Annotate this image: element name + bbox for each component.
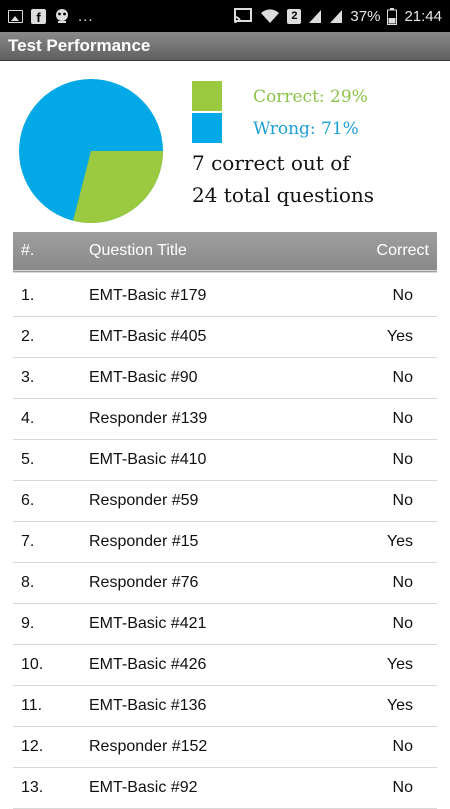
table-row[interactable]: 3. EMT-Basic #90 No bbox=[13, 358, 437, 399]
summary-panel: Correct: 29% Wrong: 71% 7 correct out of… bbox=[0, 62, 450, 230]
row-correct: No bbox=[392, 738, 413, 755]
table-row[interactable]: 1. EMT-Basic #179 No bbox=[13, 276, 437, 317]
row-question-title: EMT-Basic #90 bbox=[89, 369, 198, 386]
row-correct: No bbox=[392, 410, 413, 427]
row-number: 7. bbox=[21, 533, 35, 550]
row-correct: Yes bbox=[386, 533, 413, 550]
row-question-title: Responder #76 bbox=[89, 574, 199, 591]
results-table-header: #. Question Title Correct bbox=[13, 232, 437, 273]
row-correct: Yes bbox=[386, 697, 413, 714]
row-number: 8. bbox=[21, 574, 35, 591]
row-number: 12. bbox=[21, 738, 44, 755]
row-question-title: EMT-Basic #179 bbox=[89, 287, 207, 304]
row-number: 1. bbox=[21, 287, 35, 304]
table-row[interactable]: 10. EMT-Basic #426 Yes bbox=[13, 645, 437, 686]
table-row[interactable]: 9. EMT-Basic #421 No bbox=[13, 604, 437, 645]
app-bar: Test Performance bbox=[0, 32, 450, 61]
row-question-title: Responder #139 bbox=[89, 410, 208, 427]
signal-icon bbox=[330, 10, 343, 23]
table-row[interactable]: 11. EMT-Basic #136 Yes bbox=[13, 686, 437, 727]
row-correct: Yes bbox=[386, 328, 413, 345]
battery-percent: 37% bbox=[350, 7, 381, 25]
row-question-title: Responder #15 bbox=[89, 533, 199, 550]
table-row[interactable]: 12. Responder #152 No bbox=[13, 727, 437, 768]
legend-label-wrong: Wrong: 71% bbox=[253, 119, 359, 139]
row-correct: Yes bbox=[386, 656, 413, 673]
column-header-correct: Correct bbox=[376, 242, 429, 259]
table-row[interactable]: 6. Responder #59 No bbox=[13, 481, 437, 522]
row-number: 5. bbox=[21, 451, 35, 468]
row-correct: No bbox=[392, 779, 413, 796]
robot-icon bbox=[56, 9, 68, 23]
table-row[interactable]: 5. EMT-Basic #410 No bbox=[13, 440, 437, 481]
row-question-title: EMT-Basic #410 bbox=[89, 451, 207, 468]
pie-slice-correct bbox=[73, 151, 163, 223]
row-question-title: EMT-Basic #426 bbox=[89, 656, 207, 673]
score-summary-line2: 24 total questions bbox=[192, 183, 375, 207]
legend-swatch-wrong bbox=[192, 113, 222, 143]
row-question-title: EMT-Basic #136 bbox=[89, 697, 207, 714]
more-notifications: ... bbox=[78, 7, 94, 25]
row-correct: No bbox=[392, 451, 413, 468]
row-number: 3. bbox=[21, 369, 35, 386]
row-question-title: Responder #59 bbox=[89, 492, 199, 509]
cast-icon bbox=[234, 8, 253, 23]
row-number: 10. bbox=[21, 656, 44, 673]
clock: 21:44 bbox=[404, 7, 442, 25]
status-bar: f ... 2 37% 21:44 bbox=[0, 0, 450, 32]
row-question-title: EMT-Basic #405 bbox=[89, 328, 207, 345]
row-number: 11. bbox=[21, 697, 43, 714]
wifi-icon bbox=[261, 9, 280, 23]
row-correct: No bbox=[392, 574, 413, 591]
row-question-title: Responder #152 bbox=[89, 738, 208, 755]
score-summary-line1: 7 correct out of bbox=[192, 151, 350, 175]
battery-icon bbox=[387, 7, 398, 25]
legend-swatch-correct bbox=[192, 81, 222, 111]
column-header-question-title: Question Title bbox=[89, 242, 187, 259]
sim-badge: 2 bbox=[287, 8, 302, 24]
signal-icon bbox=[309, 10, 322, 23]
page-title: Test Performance bbox=[8, 36, 151, 55]
row-question-title: EMT-Basic #421 bbox=[89, 615, 207, 632]
row-question-title: EMT-Basic #92 bbox=[89, 779, 198, 796]
column-header-number: #. bbox=[21, 242, 35, 259]
table-row[interactable]: 2. EMT-Basic #405 Yes bbox=[13, 317, 437, 358]
gallery-icon bbox=[8, 9, 23, 23]
table-row[interactable]: 8. Responder #76 No bbox=[13, 563, 437, 604]
row-correct: No bbox=[392, 287, 413, 304]
facebook-icon: f bbox=[31, 8, 46, 25]
row-number: 4. bbox=[21, 410, 35, 427]
table-row[interactable]: 4. Responder #139 No bbox=[13, 399, 437, 440]
legend-label-correct: Correct: 29% bbox=[253, 87, 368, 107]
row-correct: No bbox=[392, 615, 413, 632]
row-number: 2. bbox=[21, 328, 35, 345]
row-number: 6. bbox=[21, 492, 35, 509]
table-row[interactable]: 13. EMT-Basic #92 No bbox=[13, 768, 437, 809]
row-correct: No bbox=[392, 369, 413, 386]
results-pie-chart bbox=[19, 79, 163, 223]
status-bar-right: 2 37% 21:44 bbox=[233, 0, 442, 32]
results-table: 1. EMT-Basic #179 No 2. EMT-Basic #405 Yes 3. E… bbox=[13, 276, 437, 809]
row-correct: No bbox=[392, 492, 413, 509]
table-row[interactable]: 7. Responder #15 Yes bbox=[13, 522, 437, 563]
row-number: 13. bbox=[21, 779, 44, 796]
status-bar-left: f ... bbox=[8, 0, 94, 32]
row-number: 9. bbox=[21, 615, 35, 632]
